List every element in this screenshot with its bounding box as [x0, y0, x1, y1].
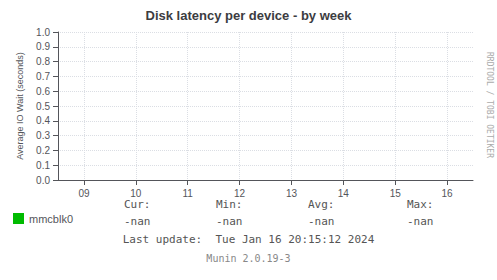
svg-text:0.0: 0.0 — [36, 175, 50, 186]
svg-text:1.0: 1.0 — [36, 27, 50, 38]
svg-text:14: 14 — [338, 188, 350, 199]
svg-text:-nan: -nan — [124, 215, 151, 228]
svg-text:0.8: 0.8 — [36, 56, 50, 67]
svg-text:13: 13 — [286, 188, 298, 199]
svg-text:0.6: 0.6 — [36, 86, 50, 97]
svg-text:Average IO Wait (seconds): Average IO Wait (seconds) — [15, 52, 25, 160]
svg-text:0.3: 0.3 — [36, 130, 50, 141]
svg-text:0.1: 0.1 — [36, 160, 50, 171]
svg-text:mmcblk0: mmcblk0 — [29, 213, 73, 225]
svg-text:Avg:: Avg: — [308, 198, 335, 211]
svg-text:Min:: Min: — [216, 198, 243, 211]
svg-text:-nan: -nan — [407, 215, 434, 228]
svg-text:0.4: 0.4 — [36, 115, 50, 126]
svg-text:12: 12 — [234, 188, 246, 199]
svg-text:10: 10 — [130, 188, 142, 199]
svg-text:0.5: 0.5 — [36, 101, 50, 112]
svg-text:0.7: 0.7 — [36, 71, 50, 82]
svg-text:15: 15 — [390, 188, 402, 199]
svg-text:0.9: 0.9 — [36, 41, 50, 52]
svg-text:RRDTOOL / TOBI OETIKER: RRDTOOL / TOBI OETIKER — [485, 52, 494, 158]
svg-text:Cur:: Cur: — [124, 198, 151, 211]
svg-text:09: 09 — [78, 188, 90, 199]
svg-text:11: 11 — [182, 188, 193, 199]
svg-text:Disk latency per device - by w: Disk latency per device - by week — [146, 8, 353, 23]
svg-text:Munin 2.0.19-3: Munin 2.0.19-3 — [206, 253, 290, 264]
svg-text:16: 16 — [442, 188, 454, 199]
svg-text:-nan: -nan — [308, 215, 335, 228]
svg-text:0.2: 0.2 — [36, 145, 50, 156]
svg-text:Max:: Max: — [407, 198, 434, 211]
svg-text:-nan: -nan — [216, 215, 243, 228]
svg-text:Last update: Tue Jan 16 20:15: Last update: Tue Jan 16 20:15:12 2024 — [123, 233, 375, 246]
